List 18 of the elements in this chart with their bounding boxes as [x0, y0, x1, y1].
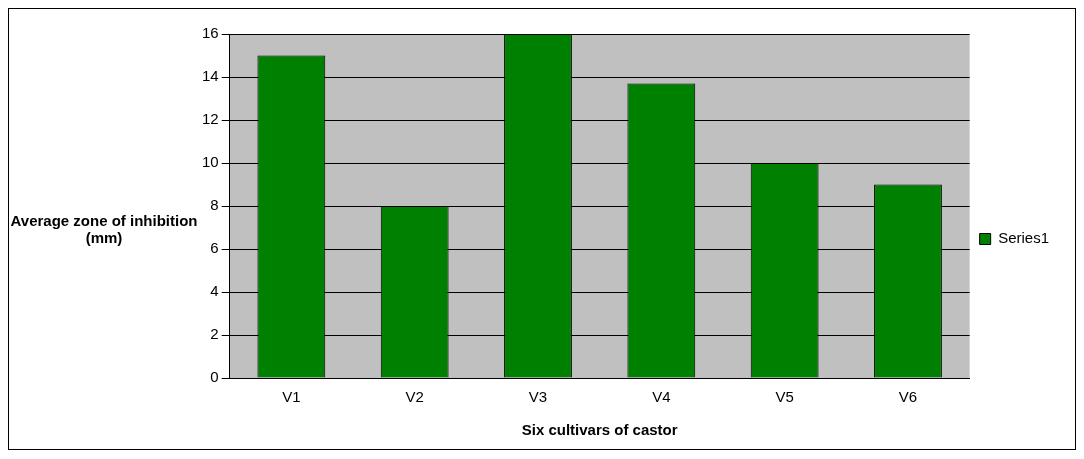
x-tick-label: V2: [405, 388, 424, 406]
x-tick-label: V3: [528, 388, 548, 406]
x-tick-label: V4: [652, 388, 671, 406]
x-tick-label: V1: [282, 388, 301, 406]
x-tick-label: V6: [898, 388, 918, 406]
y-axis-title: Average zone of inhibition (mm): [9, 212, 199, 246]
y-tick-label: 2: [210, 325, 219, 343]
y-tick-label: 12: [202, 110, 219, 128]
y-tick-label: 14: [202, 67, 219, 85]
y-tick-label: 8: [210, 196, 219, 214]
legend-label: Series1: [998, 229, 1049, 247]
y-tick-label: 10: [202, 153, 219, 171]
x-axis-title: Six cultivars of castor: [521, 421, 678, 439]
x-tick-label: V5: [775, 388, 794, 406]
y-tick-label: 4: [210, 282, 219, 300]
y-tick-label: 6: [210, 239, 219, 257]
y-tick-label: 0: [210, 368, 219, 386]
y-tick-label: 16: [202, 24, 219, 42]
